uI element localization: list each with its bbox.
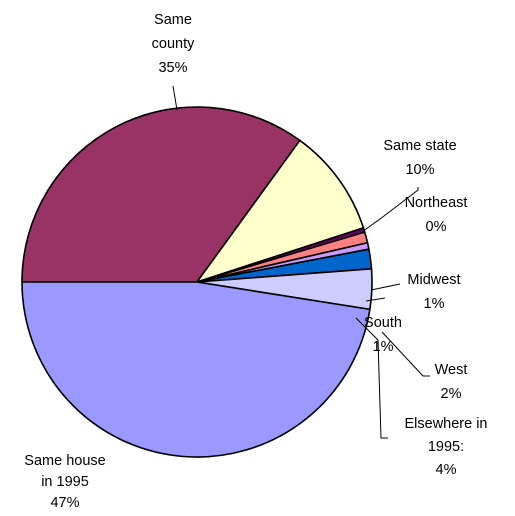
slice-label: West 2% xyxy=(435,362,468,402)
slice-labels: Same county 35% Same state 10% Northeast 0% Mid… xyxy=(24,12,487,511)
pie-slice xyxy=(21,281,371,458)
slice-label-line: Elsewhere in xyxy=(404,416,487,432)
slice-label-line: Same house xyxy=(24,453,105,469)
slice-label: Midwest 1% xyxy=(407,272,460,312)
slice-label-line: 47% xyxy=(50,495,79,511)
slice-label: Same house in 1995 47% xyxy=(24,453,105,511)
slice-label-line: West xyxy=(435,362,468,378)
leader-line xyxy=(361,187,419,233)
slice-label: Same state 10% xyxy=(383,138,456,178)
slice-label-line: in 1995 xyxy=(41,474,89,490)
leader-line xyxy=(355,317,388,439)
slice-label: Elsewhere in 1995: 4% xyxy=(404,416,487,478)
slice-label-line: 1% xyxy=(373,339,394,355)
pie-slice xyxy=(21,106,301,283)
slice-label-line: 1995: xyxy=(428,439,464,455)
slice-label-line: 2% xyxy=(441,386,462,402)
slice-label-line: South xyxy=(364,315,402,331)
pie-slice xyxy=(196,139,365,283)
slice-label: Same county 35% xyxy=(152,12,195,76)
slice-label: South 1% xyxy=(364,315,402,355)
slice-label-line: 1% xyxy=(424,296,445,312)
slice-label-line: 10% xyxy=(405,162,434,178)
leader-line xyxy=(172,85,178,111)
slice-label-line: 35% xyxy=(158,60,187,76)
slice-label-line: Same state xyxy=(383,138,456,154)
pie-slices xyxy=(21,106,373,458)
slice-label-line: 4% xyxy=(436,462,457,478)
slice-label-line: Same xyxy=(154,12,192,28)
slice-label-line: 0% xyxy=(426,219,447,235)
leader-line xyxy=(381,331,430,377)
slice-label-line: county xyxy=(152,36,195,52)
slice-label: Northeast 0% xyxy=(405,195,468,235)
slice-label-line: Northeast xyxy=(405,195,468,211)
leader-line xyxy=(370,283,401,291)
leader-lines xyxy=(172,85,430,439)
slice-label-line: Midwest xyxy=(407,272,460,288)
leader-line xyxy=(365,297,386,302)
